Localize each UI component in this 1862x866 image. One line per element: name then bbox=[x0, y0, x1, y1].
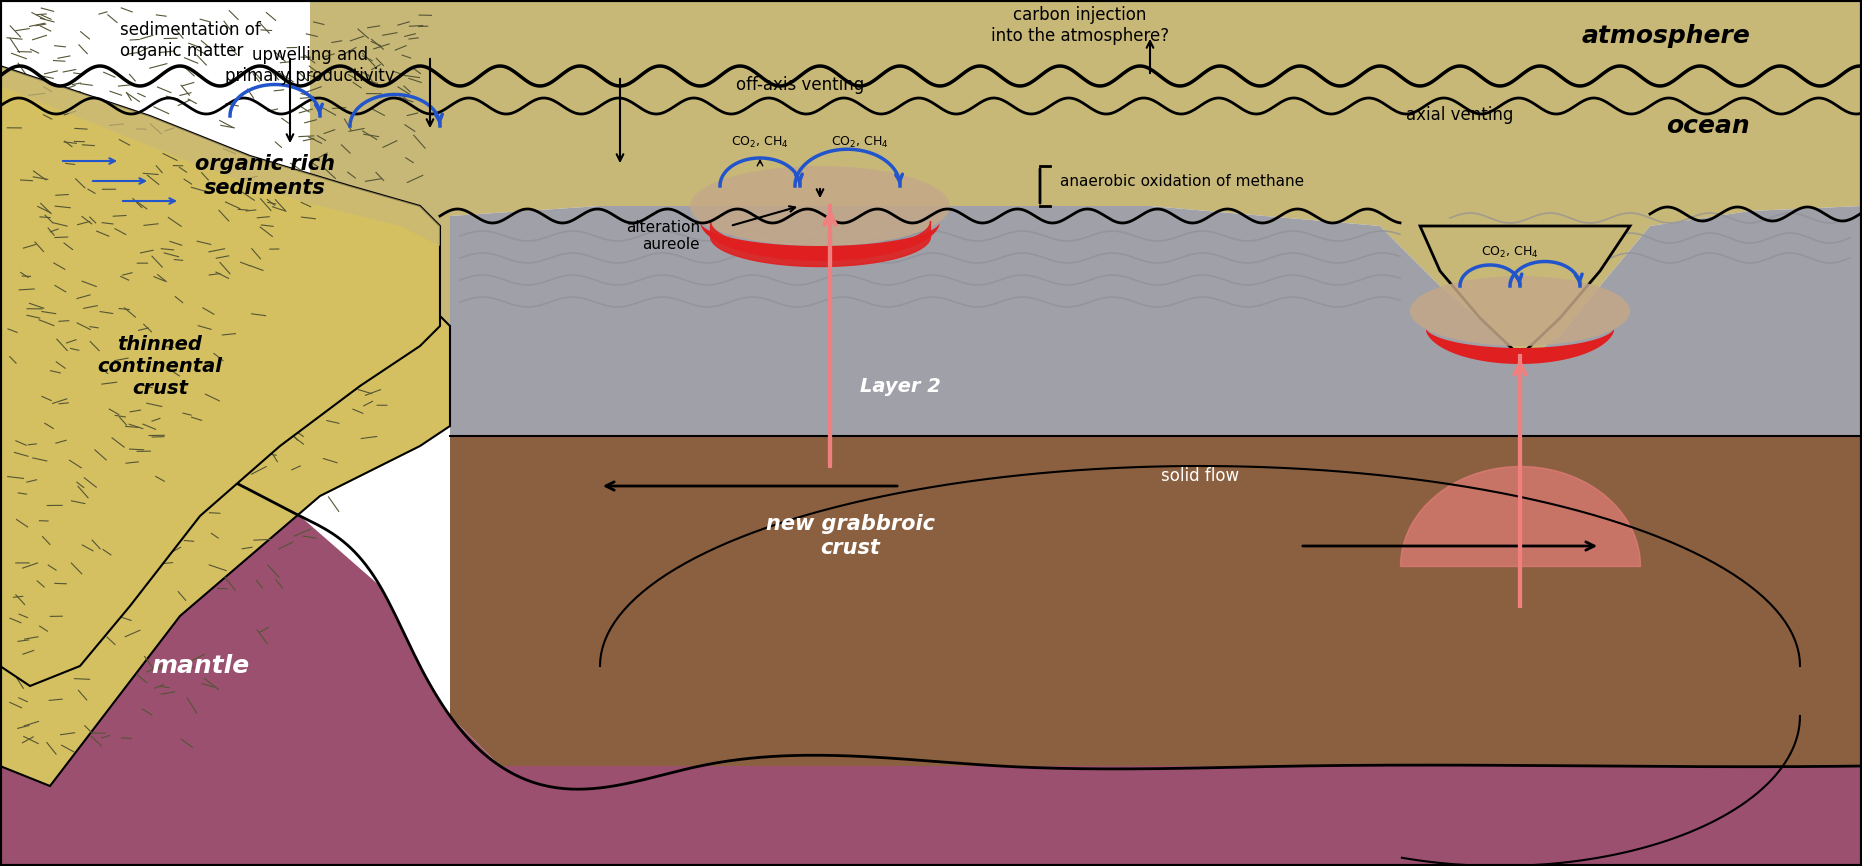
Text: anaerobic oxidation of methane: anaerobic oxidation of methane bbox=[1059, 173, 1303, 189]
Text: thinned
continental
crust: thinned continental crust bbox=[97, 334, 222, 397]
Polygon shape bbox=[309, 0, 1862, 356]
Text: CO$_2$, CH$_4$: CO$_2$, CH$_4$ bbox=[1480, 245, 1538, 260]
Text: atmosphere: atmosphere bbox=[1581, 24, 1750, 48]
Ellipse shape bbox=[691, 166, 950, 246]
Polygon shape bbox=[0, 416, 1862, 866]
Polygon shape bbox=[0, 66, 439, 246]
Text: CO$_2$, CH$_4$: CO$_2$, CH$_4$ bbox=[732, 135, 789, 150]
Text: off-axis venting: off-axis venting bbox=[735, 76, 864, 94]
Text: new grabbroic
crust: new grabbroic crust bbox=[765, 514, 935, 558]
Text: Layer 2: Layer 2 bbox=[860, 377, 940, 396]
Polygon shape bbox=[1421, 226, 1629, 356]
Text: ocean: ocean bbox=[1666, 114, 1750, 138]
Polygon shape bbox=[451, 206, 1862, 436]
Text: organic rich
sediments: organic rich sediments bbox=[196, 154, 335, 197]
Polygon shape bbox=[451, 436, 1862, 766]
Polygon shape bbox=[0, 0, 451, 786]
Text: axial venting: axial venting bbox=[1406, 106, 1514, 124]
Text: solid flow: solid flow bbox=[1160, 467, 1238, 485]
Ellipse shape bbox=[1410, 276, 1629, 346]
Text: carbon injection
into the atmosphere?: carbon injection into the atmosphere? bbox=[991, 6, 1169, 45]
Text: alteration
aureole: alteration aureole bbox=[626, 220, 700, 252]
Text: CO$_2$, CH$_4$: CO$_2$, CH$_4$ bbox=[830, 135, 888, 150]
Text: mantle: mantle bbox=[151, 654, 250, 678]
Text: sedimentation of
organic matter: sedimentation of organic matter bbox=[119, 21, 261, 60]
Polygon shape bbox=[0, 0, 439, 686]
Text: upwelling and
primary productivity: upwelling and primary productivity bbox=[225, 46, 395, 85]
Polygon shape bbox=[1426, 329, 1614, 364]
Polygon shape bbox=[700, 223, 940, 261]
